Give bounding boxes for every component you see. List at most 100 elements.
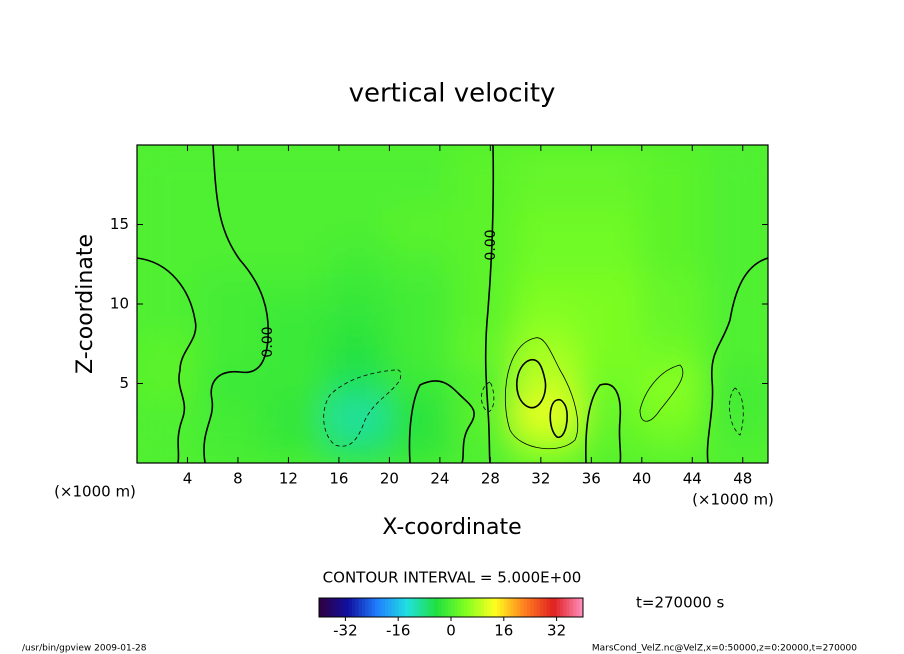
field-cell [137,366,202,401]
field-cell [703,145,768,178]
field-cell [199,239,265,274]
field-cell [703,271,768,305]
x-tick-label: 12 [279,470,298,488]
colorbar-swatch [530,598,534,617]
colorbar-swatch [385,598,389,617]
contour-interval: CONTOUR INTERVAL = 5.000E+00 [323,569,582,587]
colorbar-swatch [484,598,488,617]
field-cell [451,239,517,274]
field-cell [388,398,454,433]
colorbar-swatch [444,598,449,617]
contour-line [729,387,744,436]
colorbar-swatch [378,598,383,617]
contour-line [408,380,475,463]
contour-line [639,364,684,422]
colorbar-swatch [576,598,581,617]
contour-line [516,358,547,409]
field-cell [640,145,706,178]
field-cell [325,303,391,337]
field-cell [199,175,265,210]
field-cell [703,430,768,463]
colorbar-swatch [408,598,412,617]
field-cell [703,303,768,337]
y-tick-label: 15 [110,215,129,233]
field-cell [262,207,328,242]
time-label: t=270000 s [636,594,724,612]
colorbar-swatch [391,598,396,617]
field-cell [325,145,391,178]
colorbar-swatch [358,598,363,617]
colorbar-swatch [457,598,462,617]
colorbar-swatch [556,598,561,617]
field-cell [577,430,643,463]
colorbar-swatch [526,598,531,617]
field-cell [262,334,328,369]
contour-line [585,383,622,463]
colorbar-swatch [381,598,386,617]
field-cell [262,398,328,433]
field-cell [640,239,706,274]
colorbar-tick-label: 0 [446,622,456,640]
colorbar-swatch [427,598,432,617]
colorbar-swatch [493,598,498,617]
y-tick-label: 5 [119,374,129,392]
x-tick-label: 44 [683,470,702,488]
colorbar-swatch [477,598,482,617]
colorbar-swatch [342,598,346,617]
field-cell [325,430,391,463]
field-cell [703,398,768,433]
colorbar-swatch [470,598,475,617]
field-cell [640,303,706,337]
field-cell [325,271,391,305]
field-cell [388,303,454,337]
colorbar-tick-label: -16 [386,622,411,640]
field-cell [262,303,328,337]
field-cell [137,271,202,305]
x-unit: (×1000 m) [54,483,136,501]
colorbar-swatch [533,598,538,617]
field-cell [577,271,643,305]
colorbar-swatch [424,598,429,617]
field-cell [137,145,202,178]
x-tick-label: 20 [380,470,399,488]
field-cell [577,175,643,210]
colorbar-swatch [536,598,541,617]
field-cell [451,271,517,305]
colorbar-swatch [398,598,402,617]
field-cell [137,239,202,274]
field-cell [388,175,454,210]
colorbar-swatch [365,598,369,617]
field-cell [451,303,517,337]
field-cell [388,207,454,242]
field-cell [703,175,768,210]
colorbar-swatch [520,598,524,617]
colorbar-swatch [338,598,343,617]
field-cell [514,175,580,210]
footer-right: MarsCond_VelZ.nc@VelZ,x=0:50000,z=0:2000… [592,644,857,654]
field-cell [640,366,706,401]
colorbar-swatch [421,598,425,617]
footer-left: /usr/bin/gpview 2009-01-28 [22,644,147,654]
contour-line [504,337,579,450]
field-cell [325,334,391,369]
colorbar-swatch [411,598,416,617]
colorbar-swatch [447,598,452,617]
colorbar-swatch [348,598,353,617]
colorbar-swatch [434,598,439,617]
colorbar-swatch [559,598,564,617]
colorbar-swatch [325,598,330,617]
field-cell [199,334,265,369]
field-cell [137,175,202,210]
contour-line [137,257,197,463]
colorbar-swatch [543,598,548,617]
field-cell [137,398,202,433]
x-tick-label: 40 [632,470,651,488]
contour-line [323,369,402,447]
colorbar-swatch [437,598,442,617]
colorbar-swatch [467,598,472,617]
colorbar-swatch [563,598,567,617]
x-tick-label: 36 [582,470,601,488]
contour-line [549,398,568,438]
field-cell [199,398,265,433]
